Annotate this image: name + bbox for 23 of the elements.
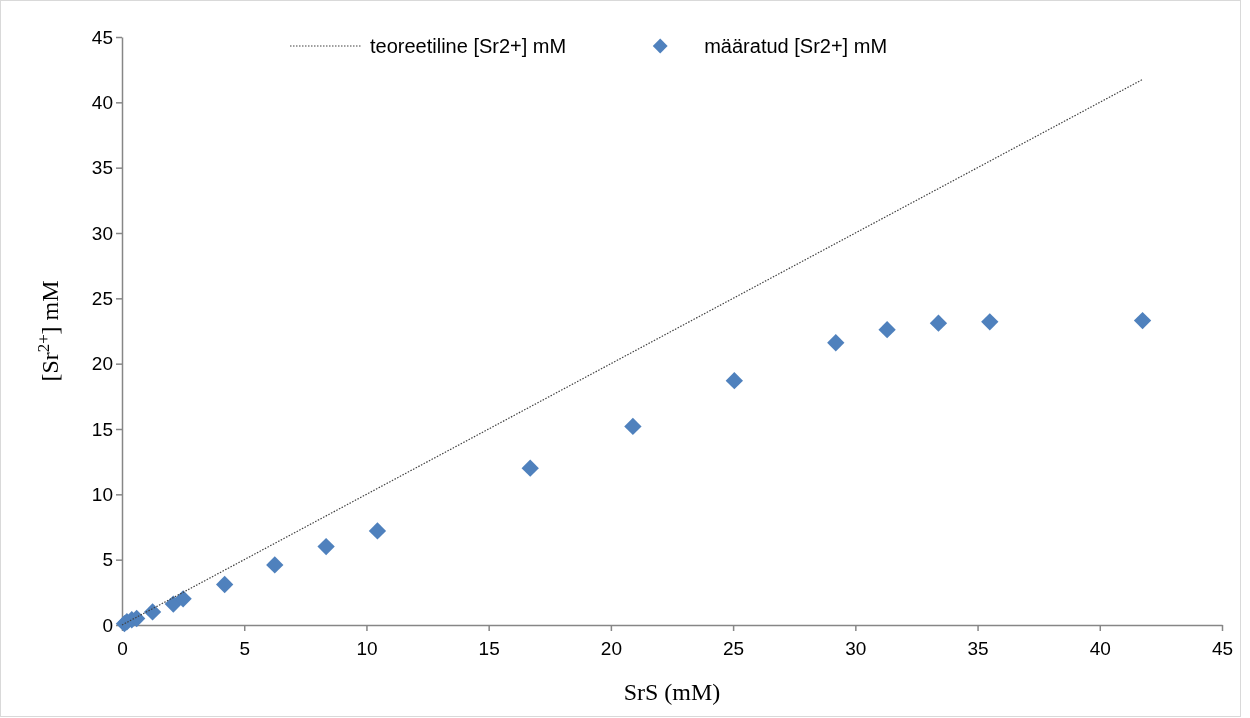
x-tick-label: 0 xyxy=(117,637,128,659)
x-tick-label: 10 xyxy=(356,637,378,659)
y-tick-label: 15 xyxy=(91,418,113,440)
legend-label: määratud [Sr2+] mM xyxy=(704,35,888,57)
x-tick-label: 15 xyxy=(478,637,500,659)
y-tick-label: 25 xyxy=(91,287,113,309)
x-tick-label: 45 xyxy=(1211,637,1234,659)
x-tick-label: 25 xyxy=(723,637,745,659)
y-tick-label: 0 xyxy=(102,614,113,636)
legend-label: teoreetiline [Sr2+] mM xyxy=(370,35,567,57)
y-tick-label: 20 xyxy=(91,353,113,375)
y-tick-label: 35 xyxy=(91,157,113,179)
y-tick-label: 40 xyxy=(91,91,113,113)
x-tick-label: 5 xyxy=(239,637,251,659)
x-tick-label: 20 xyxy=(600,637,622,659)
y-tick-label: 5 xyxy=(102,549,113,571)
x-tick-label: 40 xyxy=(1089,637,1111,659)
x-tick-label: 30 xyxy=(845,637,867,659)
x-axis-title: SrS (mM) xyxy=(623,679,721,705)
y-tick-label: 10 xyxy=(91,483,113,505)
y-tick-label: 30 xyxy=(91,222,113,244)
y-tick-label: 45 xyxy=(91,26,113,48)
x-tick-label: 35 xyxy=(967,637,989,659)
